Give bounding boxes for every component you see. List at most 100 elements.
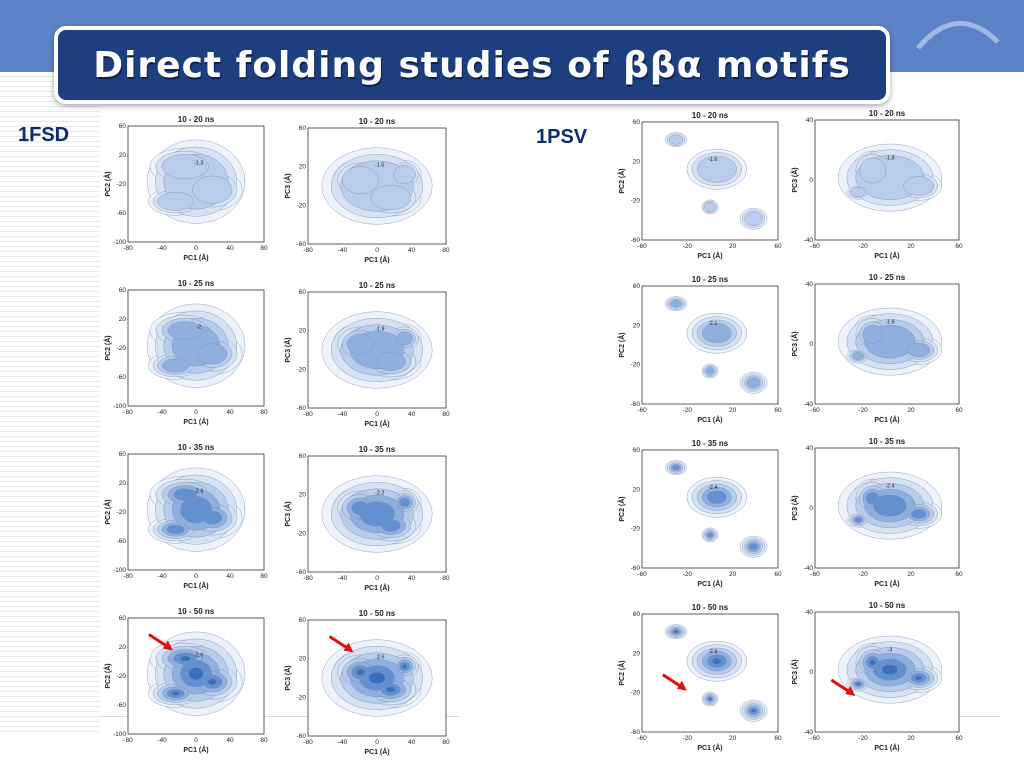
y-tick-label: 20: [119, 480, 127, 487]
panel-title: 10 - 35 ns: [359, 445, 396, 454]
x-tick-label: -20: [683, 243, 693, 250]
x-tick-label: 0: [375, 411, 379, 418]
y-tick-label: -20: [631, 198, 641, 205]
x-tick-label: 60: [955, 407, 963, 414]
y-tick-label: -60: [117, 374, 127, 381]
y-tick-label: 60: [119, 287, 127, 294]
plot-frame: [814, 447, 960, 569]
panel-title: 10 - 20 ns: [692, 111, 729, 120]
y-tick-label: 20: [299, 328, 307, 335]
y-tick-label: 60: [299, 289, 307, 296]
x-tick-label: 80: [442, 411, 450, 418]
y-tick-label: -20: [631, 690, 641, 697]
panel-title: 10 - 20 ns: [359, 117, 396, 126]
y-tick-label: 20: [119, 316, 127, 323]
plot-frame: [307, 455, 447, 573]
x-tick-label: 0: [375, 247, 379, 254]
x-axis-label: PC1 (Å): [874, 579, 899, 588]
x-tick-label: -60: [810, 735, 820, 742]
panel-title: 10 - 20 ns: [869, 109, 906, 118]
y-tick-label: -100: [113, 567, 126, 574]
y-tick-label: -20: [297, 202, 307, 209]
x-tick-label: 0: [375, 739, 379, 746]
x-tick-label: -60: [637, 407, 647, 414]
x-tick-label: -60: [810, 571, 820, 578]
y-axis-label: PC2 (Å): [617, 496, 626, 521]
contour-label: -1.8: [885, 156, 894, 162]
y-tick-label: -20: [117, 673, 127, 680]
y-axis-label: PC2 (Å): [617, 660, 626, 685]
plot-frame: [814, 119, 960, 241]
x-tick-label: 40: [408, 575, 416, 582]
x-tick-label: 60: [955, 571, 963, 578]
y-tick-label: -60: [631, 237, 641, 244]
y-tick-label: -20: [117, 345, 127, 352]
decorative-stripes: [0, 72, 100, 732]
panel-title: 10 - 50 ns: [178, 607, 215, 616]
y-tick-label: -20: [297, 694, 307, 701]
x-axis-label: PC1 (Å): [874, 415, 899, 424]
plot-frame: [127, 125, 265, 243]
contour-label: -1.8: [885, 320, 894, 326]
x-axis-label: PC1 (Å): [364, 255, 389, 264]
x-tick-label: -80: [123, 409, 133, 416]
contour-label: -1.6: [708, 157, 717, 163]
y-tick-label: 40: [806, 609, 814, 616]
y-tick-label: 60: [299, 617, 307, 624]
y-axis-label: PC3 (Å): [790, 167, 799, 192]
plot-frame: [814, 283, 960, 405]
x-tick-label: 40: [226, 573, 234, 580]
y-tick-label: -20: [297, 530, 307, 537]
y-axis-label: PC2 (Å): [617, 332, 626, 357]
contour-label: -2.6: [375, 654, 384, 660]
y-tick-label: -20: [631, 362, 641, 369]
x-tick-label: 0: [194, 245, 198, 252]
x-tick-label: 20: [729, 407, 737, 414]
red-arrowhead-icon: [343, 642, 354, 653]
x-axis-label: PC1 (Å): [697, 579, 722, 588]
x-tick-label: 40: [408, 247, 416, 254]
y-tick-label: 20: [119, 152, 127, 159]
y-tick-label: 0: [809, 177, 813, 184]
divider-line: [960, 716, 1000, 717]
contour-label: -2.6: [194, 488, 203, 494]
panel-title: 10 - 50 ns: [869, 601, 906, 610]
panel-title: 10 - 20 ns: [178, 115, 215, 124]
x-axis-label: PC1 (Å): [183, 253, 208, 262]
x-tick-label: 80: [442, 739, 450, 746]
panel-title: 10 - 25 ns: [178, 279, 215, 288]
y-tick-label: 20: [633, 322, 641, 329]
contour-label: -1.3: [194, 160, 203, 166]
y-tick-label: 20: [299, 492, 307, 499]
plot-frame: [641, 121, 779, 241]
x-axis-label: PC1 (Å): [183, 581, 208, 590]
x-tick-label: -60: [810, 407, 820, 414]
contour-label: -2.6: [194, 652, 203, 658]
x-tick-label: 60: [774, 571, 782, 578]
y-tick-label: -40: [804, 729, 814, 736]
x-axis-label: PC1 (Å): [364, 419, 389, 428]
plot-frame: [814, 611, 960, 733]
x-tick-label: -20: [858, 243, 868, 250]
x-tick-label: -40: [157, 737, 167, 744]
label-1psv: 1PSV: [536, 126, 588, 148]
x-axis-label: PC1 (Å): [697, 743, 722, 752]
x-tick-label: -40: [338, 247, 348, 254]
x-tick-label: 80: [442, 247, 450, 254]
plot-frame: [641, 613, 779, 733]
y-axis-label: PC3 (Å): [790, 495, 799, 520]
y-tick-label: 20: [633, 486, 641, 493]
x-tick-label: 40: [226, 245, 234, 252]
y-axis-label: PC3 (Å): [283, 173, 292, 198]
y-tick-label: -100: [113, 239, 126, 246]
contour-label: -1.5: [375, 162, 384, 168]
y-tick-label: 0: [809, 341, 813, 348]
x-tick-label: -40: [157, 245, 167, 252]
x-tick-label: -60: [637, 243, 647, 250]
y-tick-label: 20: [633, 650, 641, 657]
x-tick-label: 60: [774, 735, 782, 742]
plot-frame: [307, 291, 447, 409]
x-tick-label: -20: [683, 407, 693, 414]
divider-line: [100, 716, 460, 717]
panel-title: 10 - 35 ns: [178, 443, 215, 452]
